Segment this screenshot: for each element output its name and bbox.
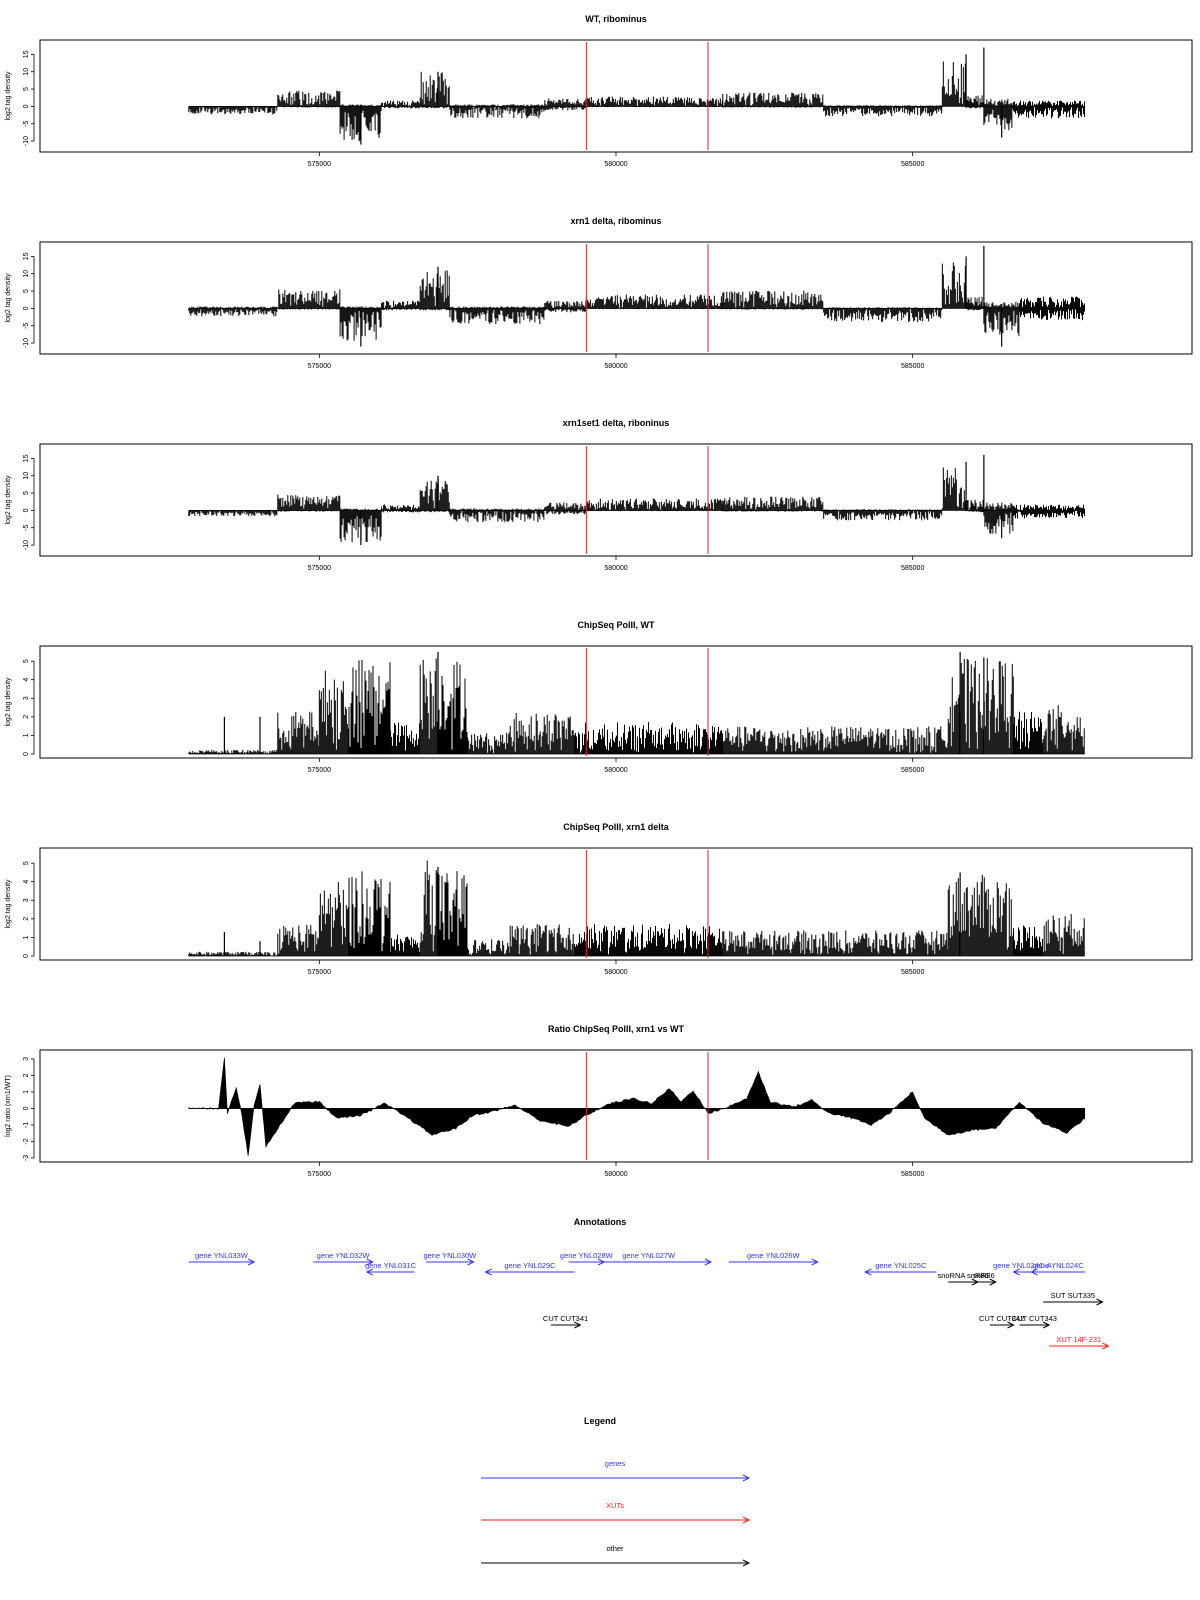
- y-tick-label: 15: [23, 454, 30, 462]
- y-tick-label: -10: [23, 338, 30, 348]
- y-tick-label: 5: [23, 87, 30, 91]
- x-tick-label: 585000: [901, 565, 924, 572]
- x-tick-label: 575000: [308, 363, 331, 370]
- y-tick-label: -10: [23, 540, 30, 550]
- chart-title: xrn1 delta, ribominus: [570, 216, 661, 226]
- x-tick-label: 585000: [901, 363, 924, 370]
- y-axis: -10 -5 0 5 10 15 log2 tag density: [5, 252, 35, 348]
- y-tick-label: 10: [23, 472, 30, 480]
- y-axis: -10 -5 0 5 10 15 log2 tag density: [5, 50, 35, 146]
- y-tick-label: 10: [23, 270, 30, 278]
- track-panels: WT, ribominus -10 -5 0 5 10 15 log2 tag density…: [5, 14, 1193, 1178]
- x-axis: 575000 580000 585000: [308, 152, 924, 168]
- plot-frame: [39, 241, 1193, 355]
- x-tick-label: 580000: [604, 161, 627, 168]
- y-tick-label: -5: [23, 525, 30, 531]
- y-tick-label: -5: [23, 323, 30, 329]
- x-tick-label: 585000: [901, 161, 924, 168]
- y-axis: -10 -5 0 5 10 15 log2 tag density: [5, 454, 35, 550]
- data-marks: [188, 47, 1086, 145]
- y-tick-label: -5: [23, 121, 30, 127]
- y-tick-label: 0: [23, 508, 30, 512]
- y-tick-label: 5: [23, 289, 30, 293]
- x-tick-label: 575000: [308, 161, 331, 168]
- chart-title: WT, ribominus: [585, 14, 647, 24]
- data-marks: [188, 246, 1085, 347]
- y-tick-label: 10: [23, 68, 30, 76]
- x-tick-label: 580000: [604, 363, 627, 370]
- plot-frame: [39, 39, 1193, 153]
- chart-title: xrn1set1 delta, riboninus: [563, 418, 670, 428]
- panel-1: WT, ribominus -10 -5 0 5 10 15 log2 tag density…: [5, 14, 1193, 168]
- data-marks: [188, 454, 1086, 546]
- x-axis: 575000 580000 585000: [308, 556, 924, 572]
- y-axis-label: log2 tag density: [5, 475, 12, 525]
- panel-2: xrn1 delta, ribominus -10 -5 0 5 10 15 log2 tag…: [5, 216, 1193, 370]
- y-tick-label: 15: [23, 50, 30, 58]
- y-axis-label: log2 tag density: [5, 273, 12, 323]
- x-tick-label: 575000: [308, 565, 331, 572]
- y-axis-label: log2 tag density: [5, 71, 12, 121]
- x-axis: 575000 580000 585000: [308, 354, 924, 370]
- x-tick-label: 580000: [604, 565, 627, 572]
- y-tick-label: -10: [23, 136, 30, 146]
- plot-frame: [39, 443, 1193, 557]
- y-tick-label: 0: [23, 306, 30, 310]
- y-tick-label: 0: [23, 104, 30, 108]
- panel-3: xrn1set1 delta, riboninus -10 -5 0 5 10 15 log2…: [5, 418, 1193, 572]
- y-tick-label: 5: [23, 491, 30, 495]
- y-tick-label: 15: [23, 252, 30, 260]
